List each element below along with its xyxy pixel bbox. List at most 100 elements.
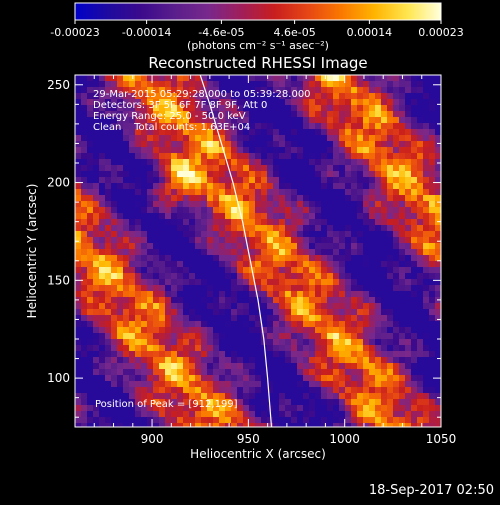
heatmap-cell (351, 159, 358, 166)
heatmap-cell (171, 105, 178, 112)
heatmap-cell (147, 399, 154, 406)
heatmap-cell (201, 327, 208, 334)
heatmap-cell (225, 291, 232, 298)
heatmap-cell (255, 381, 262, 388)
heatmap-cell (273, 291, 280, 298)
heatmap-cell (369, 369, 376, 376)
heatmap-cell (387, 357, 394, 364)
heatmap-cell (153, 423, 160, 427)
heatmap-cell (201, 321, 208, 328)
heatmap-cell (393, 285, 400, 292)
heatmap-cell (87, 213, 94, 220)
heatmap-cell (171, 375, 178, 382)
heatmap-cell (237, 159, 244, 166)
heatmap-cell (129, 141, 136, 148)
heatmap-cell (393, 195, 400, 202)
heatmap-cell (267, 81, 274, 88)
heatmap-cell (357, 423, 364, 427)
heatmap-cell (243, 423, 250, 427)
heatmap-cell (177, 333, 184, 340)
heatmap-cell (93, 327, 100, 334)
heatmap-cell (81, 207, 88, 214)
heatmap-cell (135, 213, 142, 220)
heatmap-cell (105, 231, 112, 238)
heatmap-cell (381, 111, 388, 118)
heatmap-cell (231, 387, 238, 394)
heatmap-cell (291, 399, 298, 406)
heatmap-cell (261, 327, 268, 334)
heatmap-cell (369, 345, 376, 352)
heatmap-cell (111, 237, 118, 244)
heatmap-cell (357, 153, 364, 160)
heatmap-cell (147, 405, 154, 412)
heatmap-cell (183, 363, 190, 370)
heatmap-cell (219, 81, 226, 88)
heatmap-cell (255, 237, 262, 244)
heatmap-cell (429, 261, 436, 268)
heatmap-cell (381, 399, 388, 406)
heatmap-cell (303, 351, 310, 358)
heatmap-cell (261, 243, 268, 250)
heatmap-cell (393, 141, 400, 148)
heatmap-cell (435, 333, 441, 340)
heatmap-cell (141, 369, 148, 376)
heatmap-cell (267, 303, 274, 310)
heatmap-cell (291, 255, 298, 262)
heatmap-cell (261, 309, 268, 316)
heatmap-cell (423, 213, 430, 220)
heatmap-cell (135, 255, 142, 262)
heatmap-cell (207, 153, 214, 160)
heatmap-cell (231, 249, 238, 256)
heatmap-cell (171, 87, 178, 94)
heatmap-cell (411, 165, 418, 172)
heatmap-cell (135, 231, 142, 238)
heatmap-cell (147, 93, 154, 100)
heatmap-cell (201, 297, 208, 304)
heatmap-cell (213, 381, 220, 388)
heatmap-cell (261, 93, 268, 100)
heatmap-cell (333, 99, 340, 106)
heatmap-cell (417, 201, 424, 208)
heatmap-cell (393, 99, 400, 106)
heatmap-cell (423, 333, 430, 340)
heatmap-cell (351, 381, 358, 388)
heatmap-cell (405, 219, 412, 226)
y-tick-label: 250 (47, 78, 70, 92)
heatmap-cell (333, 267, 340, 274)
heatmap-cell (99, 285, 106, 292)
heatmap-cell (417, 93, 424, 100)
heatmap-cell (213, 93, 220, 100)
heatmap-cell (417, 153, 424, 160)
heatmap-cell (285, 147, 292, 154)
heatmap-cell (105, 417, 112, 424)
heatmap-cell (429, 375, 436, 382)
heatmap-cell (159, 195, 166, 202)
heatmap-cell (381, 231, 388, 238)
heatmap-cell (411, 255, 418, 262)
heatmap-cell (357, 345, 364, 352)
heatmap-cell (423, 231, 430, 238)
heatmap-cell (279, 327, 286, 334)
heatmap-cell (381, 321, 388, 328)
heatmap-cell (177, 363, 184, 370)
heatmap-cell (93, 285, 100, 292)
heatmap-cell (321, 411, 328, 418)
heatmap-cell (375, 411, 382, 418)
heatmap-cell (261, 165, 268, 172)
heatmap-cell (177, 189, 184, 196)
heatmap-cell (105, 165, 112, 172)
heatmap-cell (189, 279, 196, 286)
heatmap-cell (213, 165, 220, 172)
heatmap-cell (213, 237, 220, 244)
heatmap-cell (117, 75, 124, 82)
heatmap-cell (327, 375, 334, 382)
heatmap-cell (429, 249, 436, 256)
heatmap-cell (267, 393, 274, 400)
heatmap-cell (369, 285, 376, 292)
heatmap-cell (387, 399, 394, 406)
heatmap-cell (153, 219, 160, 226)
heatmap-cell (129, 303, 136, 310)
heatmap-cell (273, 381, 280, 388)
heatmap-cell (339, 177, 346, 184)
heatmap-cell (231, 393, 238, 400)
